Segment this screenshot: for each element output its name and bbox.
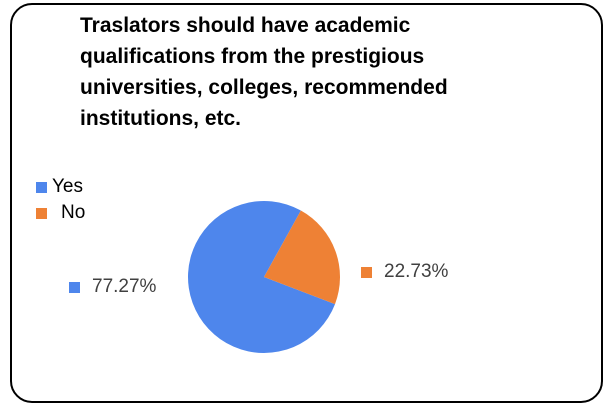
pie-slice-yes (188, 201, 336, 353)
legend: Yes No (36, 176, 85, 228)
pie-slice-no (264, 210, 341, 305)
data-label-value-yes: 77.27% (92, 276, 157, 297)
legend-label-no: No (61, 202, 86, 223)
data-label-swatch-yes (69, 281, 80, 293)
data-label-no: 22.73% (361, 261, 448, 283)
legend-swatch-yes (36, 181, 47, 193)
data-label-value-no: 22.73% (384, 261, 449, 282)
legend-swatch-no (36, 207, 47, 219)
data-label-yes: 77.27% (69, 276, 156, 298)
pie-chart (188, 201, 341, 353)
legend-label-yes: Yes (52, 176, 83, 197)
chart-title: Traslators should have academic qualific… (80, 14, 448, 130)
legend-item-no: No (36, 202, 85, 224)
data-label-swatch-no (361, 266, 372, 278)
legend-item-yes: Yes (36, 176, 85, 198)
